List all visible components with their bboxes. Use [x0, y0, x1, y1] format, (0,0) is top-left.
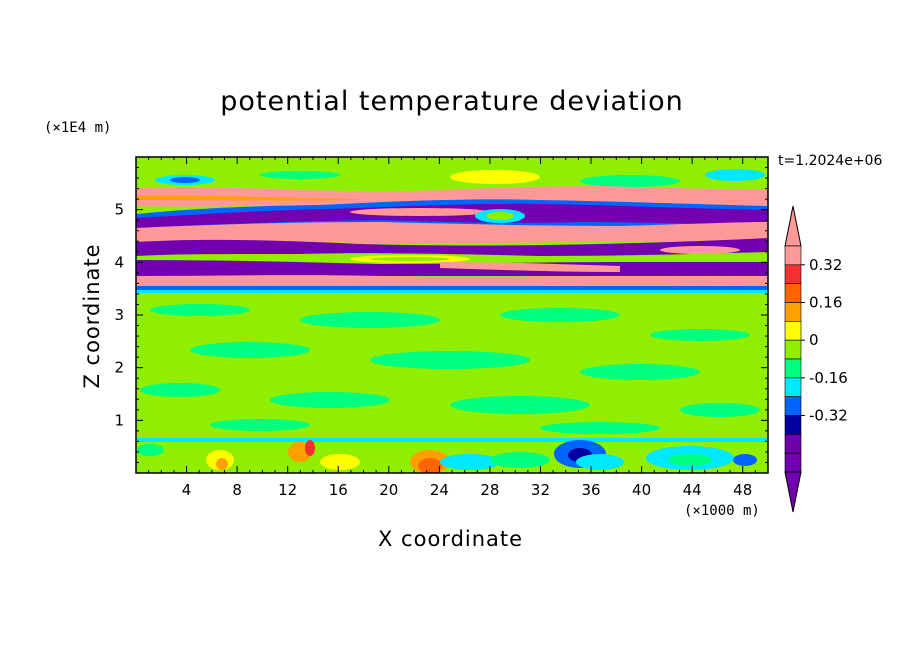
y-tick-label: 3	[114, 306, 124, 324]
y-unit-label: (×1E4 m)	[44, 120, 112, 136]
colorbar-segment	[784, 321, 802, 341]
colorbar-segment	[784, 245, 802, 266]
y-tick-label: 2	[114, 359, 124, 377]
x-tick-label: 24	[430, 481, 449, 499]
colorbar-segment	[784, 358, 802, 379]
colorbar-tick-label: 0.16	[809, 294, 842, 312]
colorbar-segment	[784, 264, 802, 284]
colorbar-tick-label: -0.32	[809, 407, 848, 425]
colorbar-segment	[784, 415, 802, 435]
colorbar-segment	[784, 339, 802, 360]
time-annotation: t=1.2024e+06	[778, 153, 883, 169]
x-tick-label: 28	[480, 481, 499, 499]
colorbar-top-extension	[784, 205, 802, 247]
x-tick-label: 12	[278, 481, 297, 499]
colorbar-tick-label: 0.32	[809, 256, 842, 274]
colorbar-bottom-extension	[784, 471, 802, 513]
colorbar-segment	[784, 302, 802, 322]
colorbar-tick-label: -0.16	[809, 369, 848, 387]
y-tick-label: 4	[114, 253, 124, 271]
x-tick-label: 44	[683, 481, 702, 499]
colorbar-segment	[784, 452, 802, 473]
colorbar-segment	[784, 283, 802, 303]
y-tick-label: 1	[114, 411, 124, 429]
x-unit-label: (×1000 m)	[684, 503, 760, 519]
colorbar-segment	[784, 434, 802, 454]
chart-title: potential temperature deviation	[220, 86, 684, 117]
x-tick-label: 32	[531, 481, 550, 499]
colorbar-tick-label: 0	[809, 331, 819, 349]
x-tick-label: 40	[632, 481, 651, 499]
x-axis-label: X coordinate	[378, 527, 524, 551]
x-tick-label: 36	[581, 481, 600, 499]
colorbar-segment	[784, 377, 802, 397]
x-tick-label: 4	[182, 481, 192, 499]
colorbar-segment	[784, 396, 802, 416]
x-tick-label: 16	[329, 481, 348, 499]
x-tick-label: 48	[733, 481, 752, 499]
x-tick-label: 8	[232, 481, 242, 499]
y-tick-label: 5	[114, 201, 124, 219]
x-tick-label: 20	[379, 481, 398, 499]
contour-field	[136, 157, 768, 473]
